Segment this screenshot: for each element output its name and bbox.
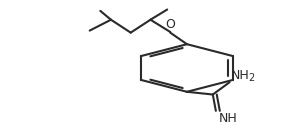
Text: NH: NH (230, 69, 249, 82)
Text: NH: NH (218, 112, 237, 125)
Text: 2: 2 (248, 73, 254, 83)
Text: O: O (165, 18, 175, 31)
